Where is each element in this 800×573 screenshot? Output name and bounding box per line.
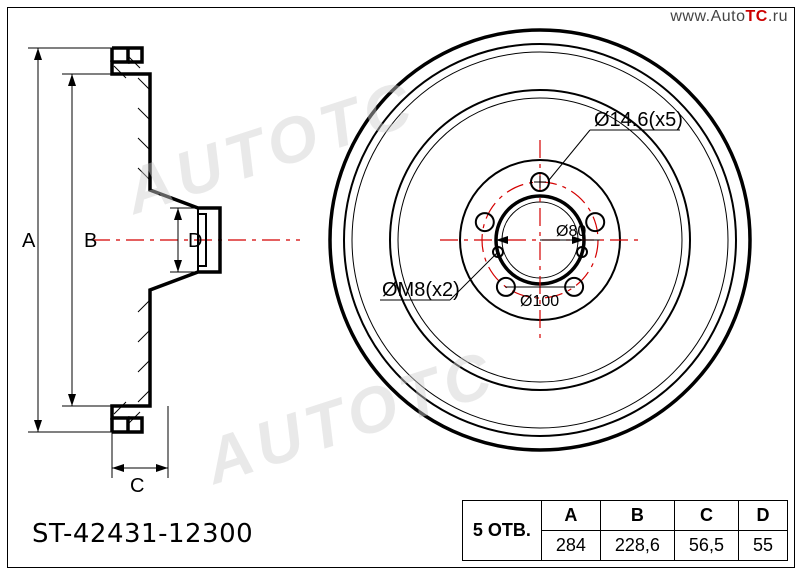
val-c: 56,5: [674, 531, 738, 561]
holes-count: 5 ОТВ.: [462, 501, 541, 561]
col-c: C: [674, 501, 738, 531]
dimension-table: 5 ОТВ. A B C D 284 228,6 56,5 55: [462, 500, 788, 561]
col-b: B: [600, 501, 674, 531]
col-d: D: [738, 501, 787, 531]
val-a: 284: [541, 531, 600, 561]
val-d: 55: [738, 531, 787, 561]
col-a: A: [541, 501, 600, 531]
val-b: 228,6: [600, 531, 674, 561]
drawing-frame: [7, 7, 795, 568]
site-url: www.AutoTC.ru: [670, 8, 788, 26]
part-number: ST-42431-12300: [32, 519, 253, 549]
